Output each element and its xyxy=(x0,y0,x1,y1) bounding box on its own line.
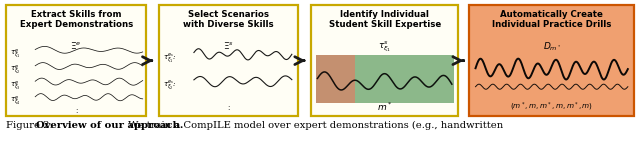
Text: $\tau^e_{\xi_1}$: $\tau^e_{\xi_1}$ xyxy=(10,48,20,61)
Text: :: : xyxy=(75,107,77,114)
Text: Figure 2:: Figure 2: xyxy=(6,121,56,130)
Text: $\tau^e_{\xi_3}$: $\tau^e_{\xi_3}$ xyxy=(10,80,20,93)
Text: Overview of our approach.: Overview of our approach. xyxy=(36,121,183,130)
Text: Automatically Create
Individual Practice Drills: Automatically Create Individual Practice… xyxy=(492,10,611,29)
Text: $(m^*, m, m^*, m, m^*, m)$: $(m^*, m, m^*, m, m^*, m)$ xyxy=(510,101,593,113)
Bar xyxy=(469,5,634,116)
Text: Select Scenarios
with Diverse Skills: Select Scenarios with Diverse Skills xyxy=(183,10,274,29)
Text: Identify Individual
Student Skill Expertise: Identify Individual Student Skill Expert… xyxy=(328,10,441,29)
Text: $\tau^{s}_{\xi_1}$: $\tau^{s}_{\xi_1}$ xyxy=(378,40,391,54)
Text: :: : xyxy=(227,105,230,111)
Bar xyxy=(6,5,146,116)
Text: $\Xi^s$: $\Xi^s$ xyxy=(223,40,234,51)
Text: Extract Skills from
Expert Demonstrations: Extract Skills from Expert Demonstration… xyxy=(20,10,132,29)
Text: $m^*$: $m^*$ xyxy=(377,101,392,113)
Bar xyxy=(159,5,298,116)
Text: We train a CompILE model over expert demonstrations (e.g., handwritten: We train a CompILE model over expert dem… xyxy=(125,121,503,130)
Text: $\tau^e_{\xi_4}$: $\tau^e_{\xi_4}$ xyxy=(10,95,20,108)
Bar xyxy=(316,55,355,103)
Text: $\Xi^e$: $\Xi^e$ xyxy=(70,40,82,51)
Text: $\tau^{e_s}_{\xi_{1}}$:: $\tau^{e_s}_{\xi_{1}}$: xyxy=(163,51,176,65)
Text: $D_{m^*}$: $D_{m^*}$ xyxy=(543,40,561,53)
Text: $\tau^e_{\xi_2}$: $\tau^e_{\xi_2}$ xyxy=(10,64,20,77)
Text: $\tau^{e_s}_{\xi_{2}}$:: $\tau^{e_s}_{\xi_{2}}$: xyxy=(163,78,176,92)
Bar xyxy=(355,55,454,103)
Bar xyxy=(311,5,458,116)
